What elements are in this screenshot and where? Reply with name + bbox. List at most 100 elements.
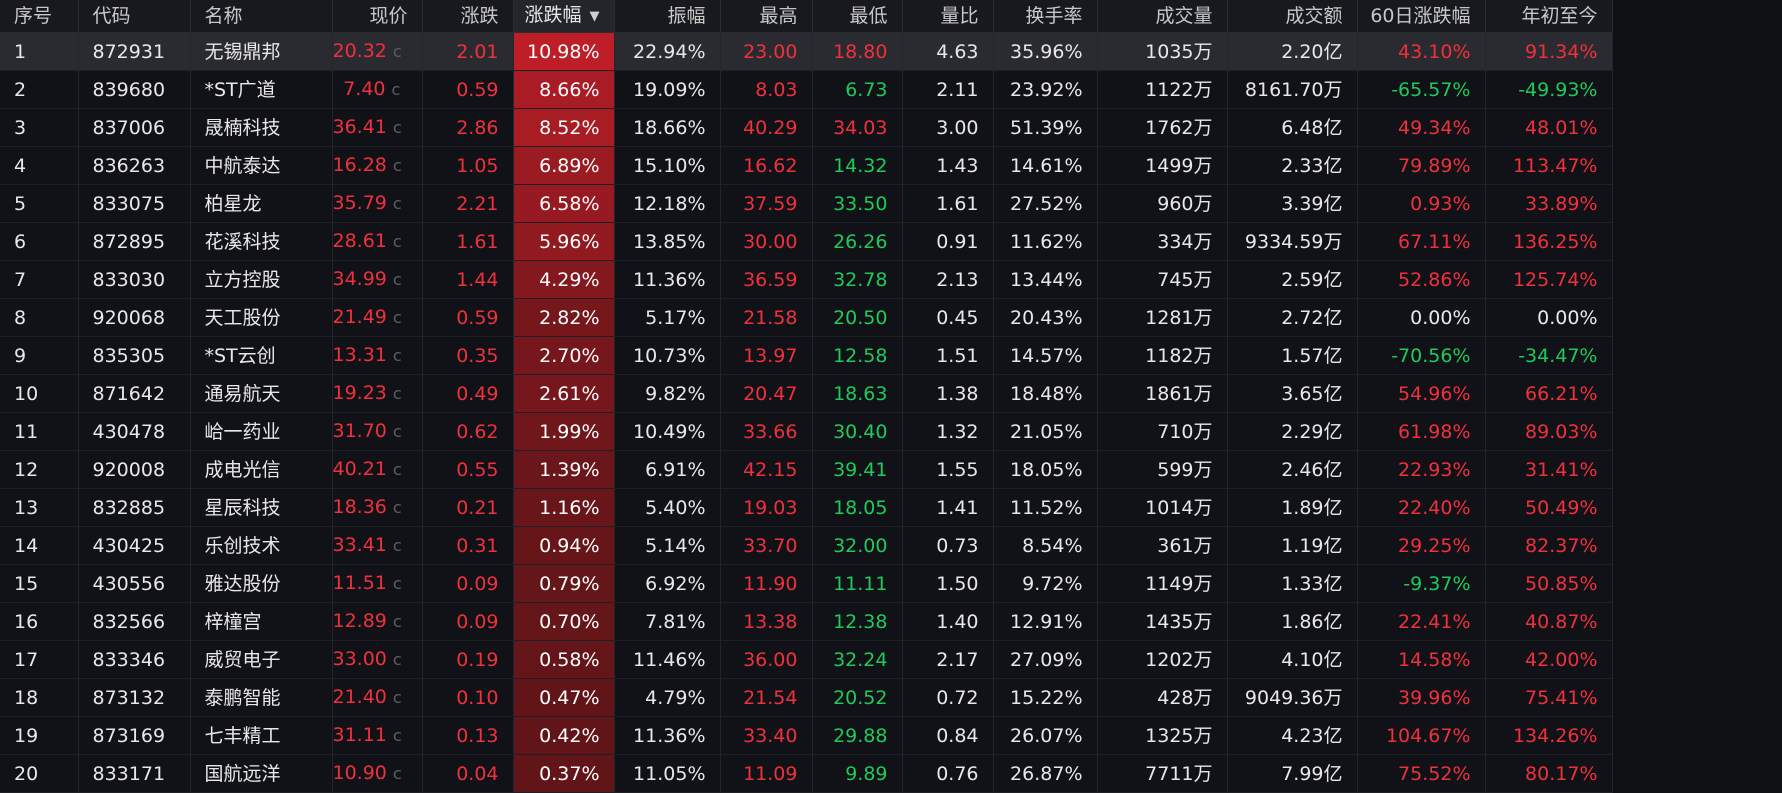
volume-ratio: 0.72 (902, 678, 994, 717)
header-volume-ratio[interactable]: 量比 (902, 0, 994, 33)
header-code[interactable]: 代码 (78, 0, 191, 33)
turnover-rate: 20.43% (993, 298, 1098, 337)
table-row[interactable]: 15 430556 雅达股份 11.51 c 0.09 0.79% 6.92% 11.90 11.… (0, 564, 1782, 603)
stock-name[interactable]: 柏星龙 (190, 184, 333, 223)
stock-name[interactable]: 雅达股份 (190, 564, 333, 603)
chart-c-icon[interactable]: c (392, 498, 402, 517)
stock-name[interactable]: 威贸电子 (190, 640, 333, 679)
volume-ratio: 1.41 (902, 488, 994, 527)
table-row[interactable]: 20 833171 国航远洋 10.90 c 0.04 0.37% 11.05% 11.09 9.… (0, 754, 1782, 793)
header-ytd-change[interactable]: 年初至今 (1485, 0, 1613, 33)
table-row[interactable]: 5 833075 柏星龙 35.79 c 2.21 6.58% 12.18% 37.59 33.5… (0, 184, 1782, 223)
turnover-rate: 12.91% (993, 602, 1098, 641)
header-60d-change[interactable]: 60日涨跌幅 (1357, 0, 1486, 33)
header-change-pct[interactable]: 涨跌幅 ▼ (513, 0, 615, 33)
stock-name[interactable]: 乐创技术 (190, 526, 333, 565)
stock-name[interactable]: 天工股份 (190, 298, 333, 337)
chart-c-icon[interactable]: c (392, 308, 402, 327)
table-row[interactable]: 2 839680 *ST广道 7.40 c 0.59 8.66% 19.09% 8.03 6.73… (0, 70, 1782, 109)
table-row[interactable]: 19 873169 七丰精工 31.11 c 0.13 0.42% 11.36% 33.40 29… (0, 716, 1782, 755)
stock-name[interactable]: 国航远洋 (190, 754, 333, 793)
stock-name[interactable]: 立方控股 (190, 260, 333, 299)
stock-name[interactable]: 峆一药业 (190, 412, 333, 451)
volume-ratio: 1.38 (902, 374, 994, 413)
volume: 1281万 (1097, 298, 1228, 337)
table-row[interactable]: 11 430478 峆一药业 31.70 c 0.62 1.99% 10.49% 33.66 30… (0, 412, 1782, 451)
table-row[interactable]: 9 835305 *ST云创 13.31 c 0.35 2.70% 10.73% 13.97 12… (0, 336, 1782, 375)
row-no: 11 (0, 412, 79, 451)
header-high[interactable]: 最高 (720, 0, 813, 33)
header-amount[interactable]: 成交额 (1227, 0, 1358, 33)
header-price[interactable]: 现价 (332, 0, 423, 33)
stock-name[interactable]: 梓橦宫 (190, 602, 333, 641)
current-price: 33.41 (332, 534, 387, 556)
row-no: 5 (0, 184, 79, 223)
amount: 6.48亿 (1227, 108, 1358, 147)
table-row[interactable]: 18 873132 泰鹏智能 21.40 c 0.10 0.47% 4.79% 21.54 20.… (0, 678, 1782, 717)
table-row[interactable]: 14 430425 乐创技术 33.41 c 0.31 0.94% 5.14% 33.70 32.… (0, 526, 1782, 565)
chart-c-icon[interactable]: c (392, 612, 402, 631)
turnover-rate: 23.92% (993, 70, 1098, 109)
stock-name[interactable]: *ST广道 (190, 70, 333, 109)
header-amplitude[interactable]: 振幅 (614, 0, 721, 33)
stock-code: 872895 (78, 222, 191, 261)
chart-c-icon[interactable]: c (392, 688, 402, 707)
chart-c-icon[interactable]: c (392, 42, 402, 61)
chart-c-icon[interactable]: c (392, 536, 402, 555)
chart-c-icon[interactable]: c (392, 460, 402, 479)
price-change: 1.44 (422, 260, 514, 299)
header-turnover-rate[interactable]: 换手率 (993, 0, 1098, 33)
table-row[interactable]: 4 836263 中航泰达 16.28 c 1.05 6.89% 15.10% 16.62 14.… (0, 146, 1782, 185)
price-change: 0.62 (422, 412, 514, 451)
stock-name[interactable]: 花溪科技 (190, 222, 333, 261)
turnover-rate: 11.52% (993, 488, 1098, 527)
chart-c-icon[interactable]: c (392, 118, 402, 137)
header-low[interactable]: 最低 (812, 0, 903, 33)
stock-name[interactable]: 无锡鼎邦 (190, 32, 333, 71)
table-row[interactable]: 6 872895 花溪科技 28.61 c 1.61 5.96% 13.85% 30.00 26.… (0, 222, 1782, 261)
stock-name[interactable]: 晟楠科技 (190, 108, 333, 147)
stock-name[interactable]: 中航泰达 (190, 146, 333, 185)
stock-name[interactable]: 通易航天 (190, 374, 333, 413)
table-row[interactable]: 1 872931 无锡鼎邦 20.32 c 2.01 10.98% 22.94% 23.00 18… (0, 32, 1782, 71)
table-row[interactable]: 13 832885 星辰科技 18.36 c 0.21 1.16% 5.40% 19.03 18.… (0, 488, 1782, 527)
chart-c-icon[interactable]: c (392, 422, 402, 441)
stock-name[interactable]: 七丰精工 (190, 716, 333, 755)
chart-c-icon[interactable]: c (392, 194, 402, 213)
header-name[interactable]: 名称 (190, 0, 333, 33)
stock-name[interactable]: *ST云创 (190, 336, 333, 375)
low-price: 26.26 (812, 222, 903, 261)
table-row[interactable]: 8 920068 天工股份 21.49 c 0.59 2.82% 5.17% 21.58 20.5… (0, 298, 1782, 337)
row-no: 17 (0, 640, 79, 679)
chart-c-icon[interactable]: c (392, 270, 402, 289)
sort-descending-icon[interactable]: ▼ (589, 9, 600, 24)
table-row[interactable]: 17 833346 威贸电子 33.00 c 0.19 0.58% 11.46% 36.00 32… (0, 640, 1782, 679)
stock-name[interactable]: 泰鹏智能 (190, 678, 333, 717)
chart-c-icon[interactable]: c (392, 574, 402, 593)
price-change: 2.01 (422, 32, 514, 71)
current-price-cell: 31.11 c (332, 716, 423, 755)
table-row[interactable]: 12 920008 成电光信 40.21 c 0.55 1.39% 6.91% 42.15 39.… (0, 450, 1782, 489)
chart-c-icon[interactable]: c (392, 650, 402, 669)
chart-c-icon[interactable]: c (391, 80, 401, 99)
header-volume[interactable]: 成交量 (1097, 0, 1228, 33)
current-price: 35.79 (332, 192, 387, 214)
table-row[interactable]: 7 833030 立方控股 34.99 c 1.44 4.29% 11.36% 36.59 32.… (0, 260, 1782, 299)
header-change[interactable]: 涨跌 (422, 0, 514, 33)
chart-c-icon[interactable]: c (392, 384, 402, 403)
table-row[interactable]: 10 871642 通易航天 19.23 c 0.49 2.61% 9.82% 20.47 18.… (0, 374, 1782, 413)
header-change-pct-label: 涨跌幅 (524, 4, 582, 26)
chart-c-icon[interactable]: c (392, 156, 402, 175)
change-ytd: 134.26% (1485, 716, 1613, 755)
table-row[interactable]: 3 837006 晟楠科技 36.41 c 2.86 8.52% 18.66% 40.29 34.… (0, 108, 1782, 147)
chart-c-icon[interactable]: c (392, 346, 402, 365)
current-price-cell: 13.31 c (332, 336, 423, 375)
stock-name[interactable]: 成电光信 (190, 450, 333, 489)
turnover-rate: 14.57% (993, 336, 1098, 375)
stock-name[interactable]: 星辰科技 (190, 488, 333, 527)
chart-c-icon[interactable]: c (392, 764, 402, 783)
chart-c-icon[interactable]: c (392, 232, 402, 251)
header-no[interactable]: 序号 (0, 0, 79, 33)
table-row[interactable]: 16 832566 梓橦宫 12.89 c 0.09 0.70% 7.81% 13.38 12.3… (0, 602, 1782, 641)
chart-c-icon[interactable]: c (392, 726, 402, 745)
